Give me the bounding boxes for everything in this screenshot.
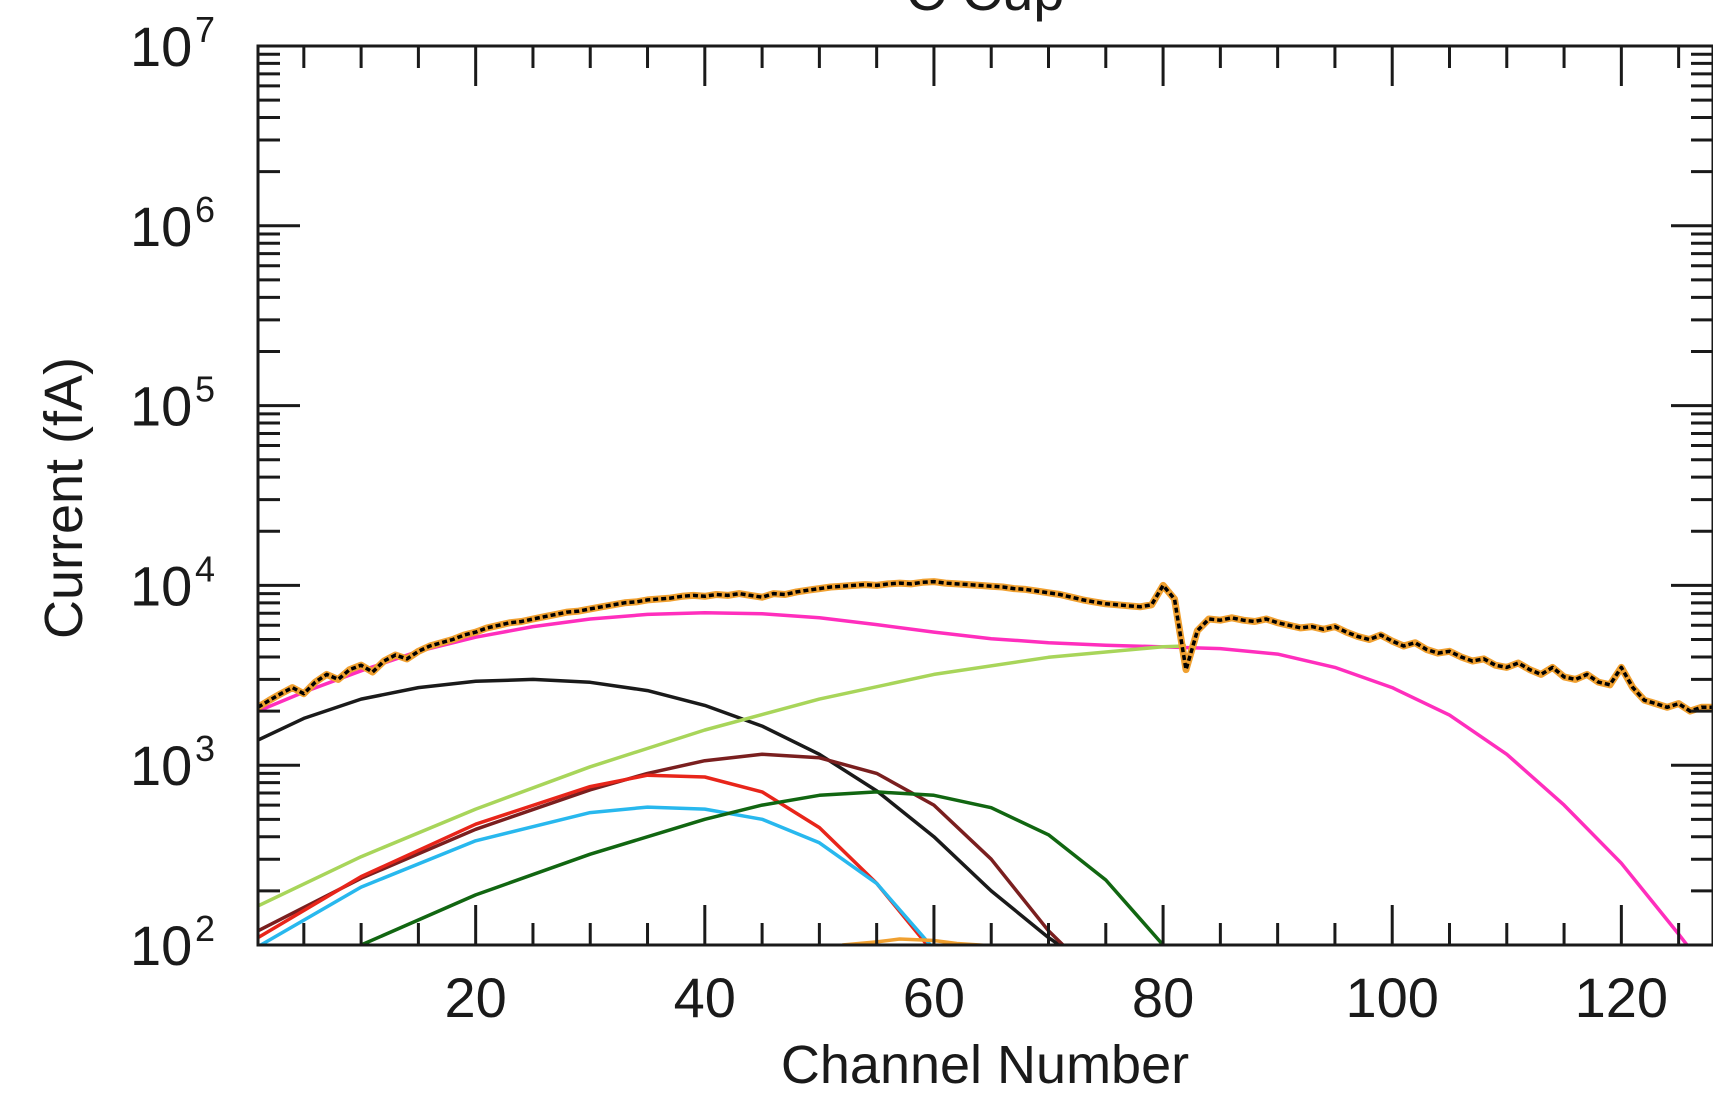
series-1-line: [258, 610, 1690, 945]
plot-frame: [256, 44, 1713, 947]
y-tick-base: 10: [130, 375, 192, 438]
series-5-line: [258, 773, 930, 945]
y-tick-base: 10: [130, 734, 192, 797]
y-tick-label: 10 6: [130, 189, 215, 258]
x-axis-label: Channel Number: [781, 1035, 1189, 1095]
y-tick-base: 10: [130, 15, 192, 78]
series-3-line: [258, 644, 1187, 908]
chart-title: C Cup: [906, 0, 1065, 22]
y-tick-exponent: 2: [195, 908, 215, 949]
y-tick-base: 10: [130, 914, 192, 977]
x-tick-label: 80: [1132, 966, 1194, 1029]
series-4-line: [258, 752, 1066, 945]
tick-layer: [258, 46, 1713, 945]
y-tick-base: 10: [130, 554, 192, 617]
y-tick-label: 10 7: [130, 9, 215, 78]
series-2-line: [258, 677, 1063, 945]
series-0-line: [258, 579, 1713, 713]
y-tick-label: 10 3: [130, 728, 215, 797]
y-tick-label: 10 2: [130, 908, 215, 977]
y-tick-base: 10: [130, 195, 192, 258]
x-tick-label: 40: [674, 966, 736, 1029]
y-tick-exponent: 7: [195, 9, 215, 50]
y-tick-exponent: 6: [195, 189, 215, 230]
series-7-line: [360, 790, 1165, 945]
y-tick-label: 10 5: [130, 369, 215, 438]
series-6-line: [258, 805, 933, 945]
y-tick-exponent: 4: [195, 548, 215, 589]
y-axis-label: Current (fA): [34, 357, 94, 639]
x-tick-labels: 20 40 60 80 100 120: [445, 966, 1669, 1029]
x-tick-label: 60: [903, 966, 965, 1029]
y-tick-exponent: 3: [195, 728, 215, 769]
x-tick-label: 120: [1575, 966, 1668, 1029]
y-tick-label: 10 4: [130, 548, 215, 617]
x-tick-label: 100: [1345, 966, 1438, 1029]
series-layer: [258, 578, 1713, 945]
x-tick-label: 20: [445, 966, 507, 1029]
y-tick-exponent: 5: [195, 369, 215, 410]
